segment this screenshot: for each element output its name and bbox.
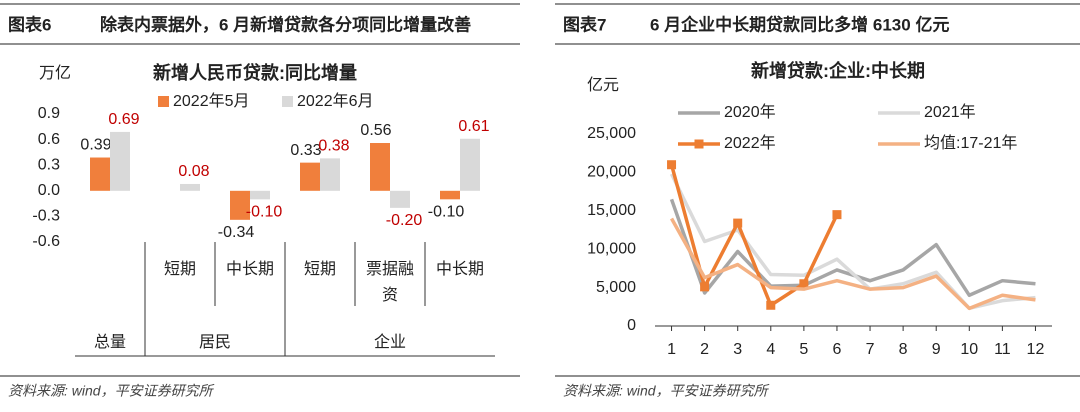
y-tick-label: 0.6 [38, 131, 60, 148]
x-tick-label: 4 [766, 341, 775, 358]
point-marker [700, 282, 710, 292]
bar [440, 190, 460, 200]
data-label: 0.08 [178, 163, 209, 180]
x-tick-label: 短期 [164, 260, 196, 278]
group-label: 总量 [94, 333, 126, 351]
bar [390, 190, 410, 208]
source: 资料来源: wind，平安证券研究所 [563, 383, 770, 399]
x-tick-label: 票据融资 [366, 260, 414, 304]
series-line [669, 164, 839, 308]
bar [230, 190, 250, 220]
y-tick-label: 25,000 [587, 125, 636, 142]
x-tick-label: 中长期 [226, 260, 274, 278]
x-tick-label: 6 [833, 341, 842, 358]
x-tick-label: 1 [667, 341, 676, 358]
bar [180, 183, 200, 191]
bar [90, 157, 110, 191]
chart-title: 新增贷款:企业:中长期 [751, 60, 925, 81]
y-tick-label: -0.3 [32, 208, 60, 225]
legend-label: 均值:17-21年 [924, 134, 1017, 152]
y-tick-label: 15,000 [587, 202, 636, 219]
y-tick-label: 5,000 [596, 279, 636, 296]
group-label: 居民 [199, 334, 231, 351]
legend-label: 2022年6月 [297, 92, 374, 110]
y-tick-label: 0 [627, 317, 636, 334]
legend-label: 2022年5月 [173, 92, 250, 110]
series-line [670, 217, 1036, 311]
point-marker [667, 160, 677, 170]
data-label: 0.39 [80, 137, 111, 154]
legend-swatch [158, 96, 169, 107]
data-label: -0.10 [246, 204, 283, 221]
data-label: 0.61 [458, 118, 489, 135]
x-tick-label: 11 [994, 341, 1011, 358]
chart-title: 新增人民币贷款:同比增量 [153, 62, 357, 83]
x-tick-label: 12 [1027, 341, 1045, 358]
y-tick-label: 0.3 [38, 156, 60, 173]
x-tick-label: 短期 [304, 260, 336, 278]
x-tick-label: 10 [960, 341, 978, 358]
legend-swatch [282, 96, 293, 107]
x-tick-label: 8 [899, 341, 908, 358]
figure-label: 图表7 [563, 14, 606, 34]
legend-label: 2021年 [924, 103, 976, 121]
bar [460, 138, 480, 191]
caption: 除表内票据外，6 月新增贷款各分项同比增量改善 [100, 14, 471, 34]
point-marker [766, 300, 776, 310]
data-label: -0.20 [386, 212, 423, 229]
point-marker [799, 279, 809, 289]
x-tick-label: 9 [932, 341, 941, 358]
data-label: 0.69 [108, 111, 139, 128]
legend-label: 2020年 [724, 103, 776, 121]
bar [370, 143, 390, 191]
data-label: 0.33 [290, 142, 321, 159]
y-tick-label: 0.9 [38, 105, 60, 122]
caption: 6 月企业中长期贷款同比多增 6130 亿元 [650, 14, 949, 34]
source: 资料来源: wind，平安证券研究所 [8, 383, 215, 399]
legend-marker [694, 139, 704, 149]
x-tick-label: 5 [799, 341, 808, 358]
point-marker [733, 218, 743, 228]
bar [110, 131, 130, 191]
y-tick-label: 0.0 [38, 182, 60, 199]
y-tick-label: 20,000 [587, 164, 636, 181]
data-label: 0.56 [360, 122, 391, 139]
data-label: -0.34 [218, 224, 255, 241]
y-axis-label: 万亿 [39, 64, 71, 82]
data-label: -0.10 [428, 204, 465, 221]
x-tick-label: 7 [866, 341, 875, 358]
x-tick-label: 3 [733, 341, 742, 358]
y-axis-label: 亿元 [587, 76, 619, 94]
bar [250, 190, 270, 200]
bar [320, 158, 340, 191]
figure-label: 图表6 [8, 14, 51, 34]
point-marker [832, 210, 842, 220]
group-label: 企业 [374, 333, 406, 351]
data-label: 0.38 [318, 138, 349, 155]
legend-label: 2022年 [724, 134, 776, 152]
x-tick-label: 中长期 [436, 260, 484, 278]
bar [300, 162, 320, 191]
x-tick-label: 2 [700, 341, 709, 358]
series-line [669, 173, 1036, 311]
y-tick-label: -0.6 [32, 233, 60, 250]
y-tick-label: 10,000 [587, 240, 636, 257]
